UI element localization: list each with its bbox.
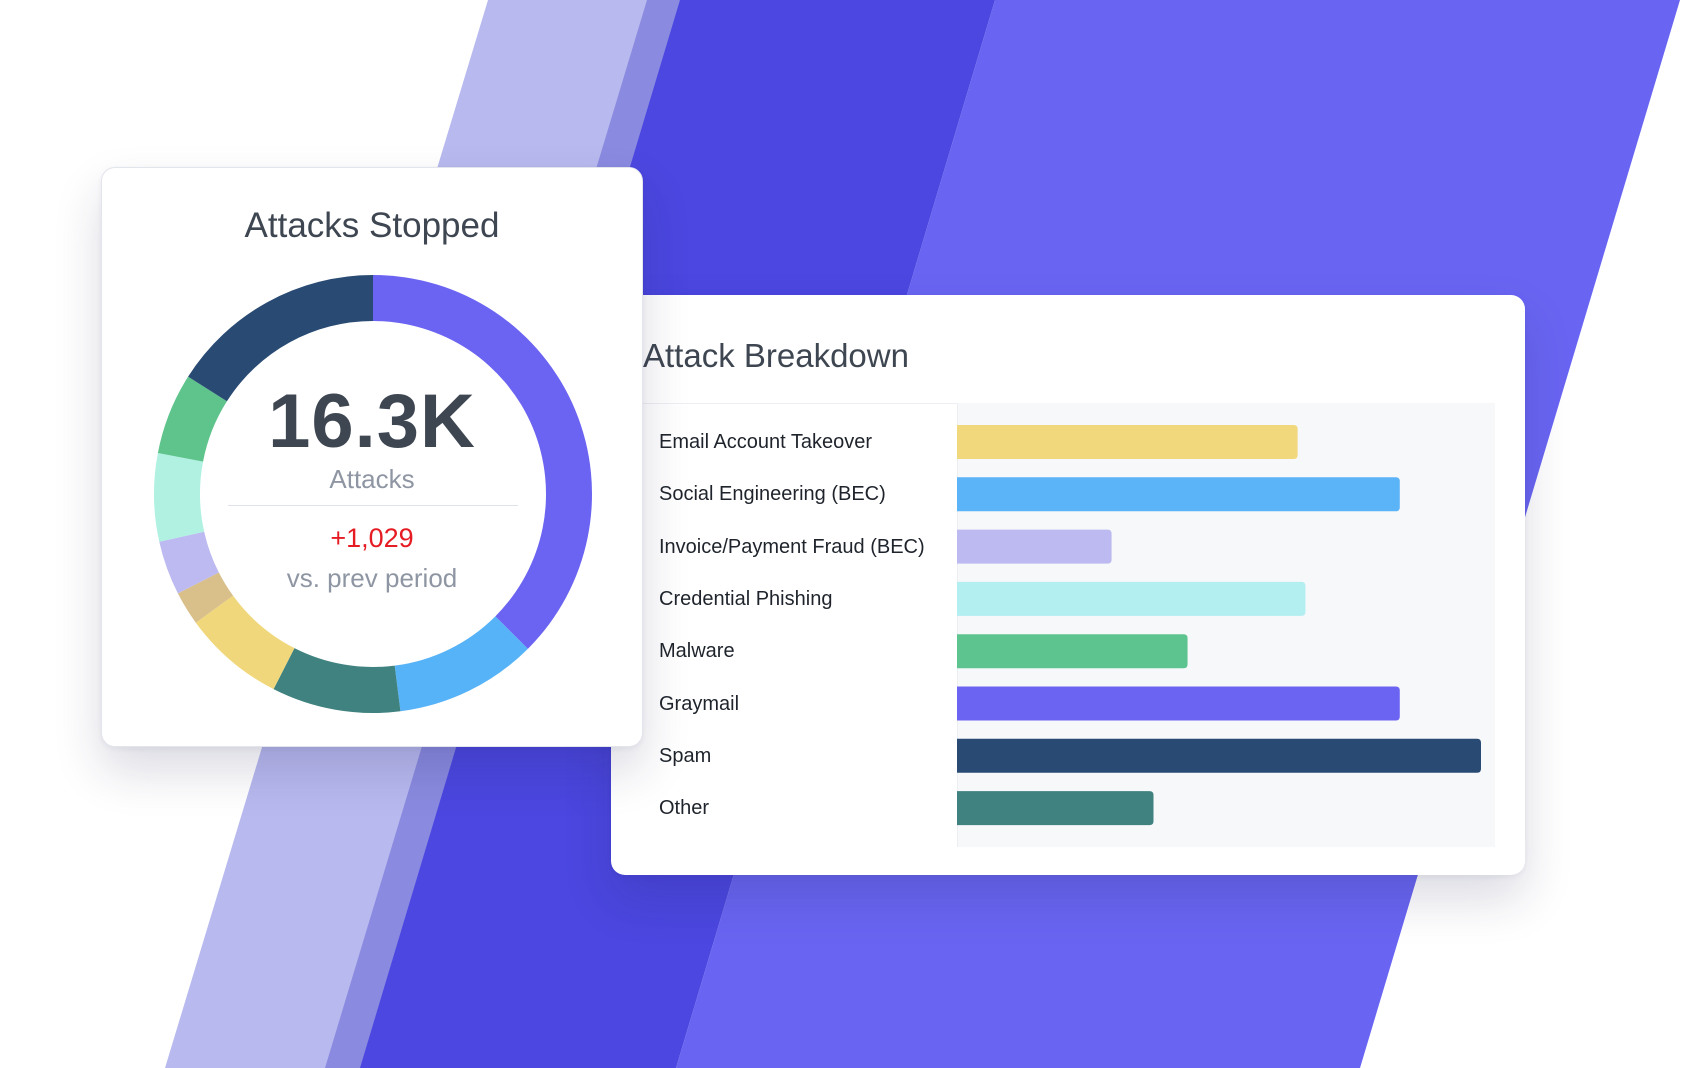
donut-slice-6 [153,452,205,542]
donut-slice-7 [157,376,227,462]
bar-0 [957,425,1298,459]
bar-label-2: Invoice/Payment Fraud (BEC) [659,535,925,558]
bar-label-7: Other [659,797,710,820]
attacks-stopped-title: Attacks Stopped [244,206,500,245]
attacks-total-value: 16.3K [268,379,476,464]
bar-plot-area [957,403,1495,847]
bar-label-0: Email Account Takeover [659,431,873,453]
bar-1 [957,477,1400,512]
bar-4 [957,634,1188,669]
donut-slice-8 [188,275,373,402]
bar-label-3: Credential Phishing [659,587,833,610]
bar-6 [957,738,1481,773]
attack-breakdown-bar-chart [643,403,1495,847]
donut-center-divider [228,505,518,506]
bar-2 [957,529,1112,564]
bar-3 [957,581,1306,616]
attacks-total-unit: Attacks [329,464,415,494]
bar-5 [957,686,1400,721]
donut-slice-3 [195,595,295,690]
attacks-donut-chart [153,275,592,713]
bar-label-1: Social Engineering (BEC) [659,483,886,506]
donut-slice-4 [177,572,234,623]
donut-slice-2 [273,648,401,713]
attacks-delta-value: +1,029 [330,523,414,553]
attack-breakdown-title: Attack Breakdown [643,337,909,374]
attacks-stopped-card: Attacks Stopped 16.3K Attacks +1,029 vs.… [101,167,643,747]
bar-7 [957,791,1154,826]
attacks-delta-label: vs. prev period [286,563,458,593]
attack-breakdown-card: Attack Breakdown Email Account Takeover S… [611,295,1525,875]
bar-label-4: Malware [659,640,735,663]
donut-slice-5 [159,531,219,594]
bar-label-6: Spam [659,744,712,767]
donut-slice-1 [394,616,528,712]
donut-slice-0 [373,275,592,649]
bar-label-5: Graymail [659,692,740,715]
